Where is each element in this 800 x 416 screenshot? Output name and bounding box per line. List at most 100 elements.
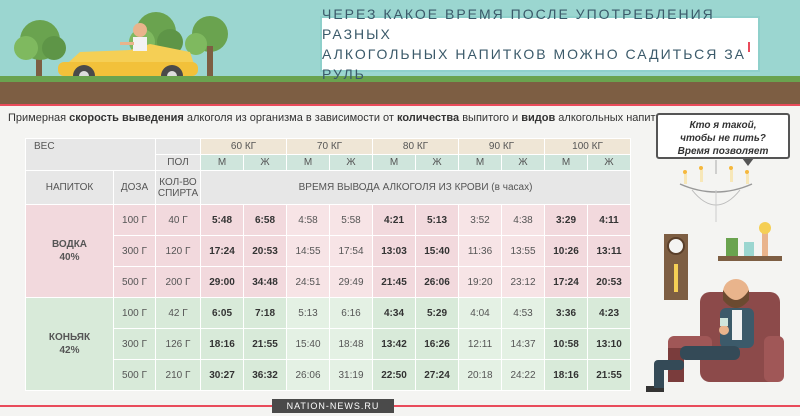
time-cell: 6:58 (243, 204, 287, 236)
spirit-header: КОЛ-ВО СПИРТА (155, 170, 201, 205)
header-divider (0, 104, 800, 106)
man-figure (646, 279, 754, 392)
sex-header: М (458, 154, 502, 171)
time-cell: 13:55 (501, 235, 545, 267)
time-cell: 23:12 (501, 266, 545, 298)
time-cell: 18:48 (329, 328, 373, 360)
time-cell: 20:18 (458, 359, 502, 391)
time-cell: 7:18 (243, 297, 287, 329)
table-row: 500 Г 210 Г 30:27 36:32 26:06 31:19 22:50 27:24… (26, 359, 632, 391)
alcohol-table: ВЕС 60 КГ 70 КГ 80 КГ 90 КГ 100 КГ ПОЛ М… (25, 138, 632, 391)
spirit-cell: 200 Г (155, 266, 201, 298)
speech-bubble: Кто я такой, чтобы не пить? Время позвол… (656, 113, 790, 166)
title-line-1: ЧЕРЕЗ КАКОЕ ВРЕМЯ ПОСЛЕ УПОТРЕБЛЕНИЯ РАЗ… (322, 6, 715, 42)
time-cell: 29:49 (329, 266, 373, 298)
drink-name: ВОДКА (51, 239, 88, 250)
sex-header: Ж (243, 154, 287, 171)
spirit-cell: 126 Г (155, 328, 201, 360)
time-cell: 4:11 (586, 204, 632, 236)
sex-header: М (200, 154, 244, 171)
time-cell: 5:58 (329, 204, 373, 236)
time-cell: 10:58 (544, 328, 588, 360)
time-cell: 13:11 (586, 235, 632, 267)
title-line-2: АЛКОГОЛЬНЫХ НАПИТКОВ МОЖНО САДИТЬСЯ ЗА Р… (322, 46, 746, 82)
time-cell: 36:32 (243, 359, 287, 391)
dose-cell: 500 Г (113, 359, 156, 391)
time-cell: 15:40 (415, 235, 459, 267)
chandelier-icon (679, 160, 753, 222)
bubble-line-1: Кто я такой, (689, 120, 757, 131)
sex-header: Ж (501, 154, 545, 171)
table-row: 300 Г 120 Г 17:24 20:53 14:55 17:54 13:03 15:40… (26, 235, 632, 267)
time-cell: 20:53 (586, 266, 632, 298)
time-cell: 17:24 (544, 266, 588, 298)
subtitle-text: алкоголя из организма в зависимости от (183, 112, 397, 124)
time-cell: 3:52 (458, 204, 502, 236)
spirit-cell: 42 Г (155, 297, 201, 329)
time-cell: 4:38 (501, 204, 545, 236)
subtitle: Примерная скорость выведения алкоголя из… (8, 112, 672, 124)
subtitle-bold: скорость выведения (69, 112, 184, 124)
time-cell: 6:16 (329, 297, 373, 329)
time-cell: 4:58 (286, 204, 330, 236)
dose-cell: 300 Г (113, 235, 156, 267)
table-row: ВОДКА 40% 100 Г 40 Г 5:48 6:58 4:58 5:58 4:21 5:1… (25, 204, 632, 298)
dose-cell: 500 Г (113, 266, 156, 298)
time-cell: 14:55 (286, 235, 330, 267)
sex-header: Ж (586, 154, 632, 171)
ground-strip (0, 82, 800, 106)
time-cell: 22:50 (372, 359, 416, 391)
time-cell: 20:53 (243, 235, 287, 267)
dose-header: ДОЗА (113, 170, 156, 205)
time-cell: 13:03 (372, 235, 416, 267)
sex-header: М (286, 154, 330, 171)
man-in-armchair-illustration (646, 160, 784, 392)
time-cell: 21:45 (372, 266, 416, 298)
time-cell: 4:04 (458, 297, 502, 329)
time-cell: 17:24 (200, 235, 244, 267)
time-cell: 24:22 (501, 359, 545, 391)
sex-header: М (372, 154, 416, 171)
drink-strength: 40% (59, 252, 80, 263)
time-cell: 13:42 (372, 328, 416, 360)
time-cell: 11:36 (458, 235, 502, 267)
sex-header: Ж (415, 154, 459, 171)
drink-name-cell: ВОДКА 40% (25, 204, 114, 298)
time-cell: 5:13 (286, 297, 330, 329)
weight-header: 90 КГ (458, 138, 545, 155)
time-cell: 21:55 (586, 359, 632, 391)
subtitle-bold: видов (521, 112, 556, 124)
bubble-line-3: Время позволяет (677, 146, 769, 157)
sex-header: Ж (329, 154, 373, 171)
time-cell: 19:20 (458, 266, 502, 298)
spirit-cell: 120 Г (155, 235, 201, 267)
time-cell: 15:40 (286, 328, 330, 360)
shelf-icon (718, 222, 782, 261)
time-cell: 4:23 (586, 297, 632, 329)
subtitle-text: Примерная (8, 112, 70, 124)
time-cell: 3:36 (544, 297, 588, 329)
time-cell: 26:06 (286, 359, 330, 391)
time-cell: 14:37 (501, 328, 545, 360)
drink-name: КОНЬЯК (48, 332, 91, 343)
time-cell: 26:06 (415, 266, 459, 298)
time-cell: 5:29 (415, 297, 459, 329)
time-cell: 4:21 (372, 204, 416, 236)
subtitle-text: выпитого и (459, 112, 522, 124)
drink-name-cell: КОНЬЯК 42% (25, 297, 114, 391)
table-row: 500 Г 200 Г 29:00 34:48 24:51 29:49 21:45 26:06… (26, 266, 632, 298)
weight-header: 80 КГ (372, 138, 459, 155)
time-cell: 5:48 (200, 204, 244, 236)
bubble-line-2: чтобы не пить? (680, 133, 766, 144)
table-row: 300 Г 126 Г 18:16 21:55 15:40 18:48 13:42 16:26… (26, 328, 632, 360)
grass-strip (0, 76, 800, 86)
time-cell: 34:48 (243, 266, 287, 298)
sex-header: М (544, 154, 588, 171)
time-cell: 4:53 (501, 297, 545, 329)
weight-header: 100 КГ (543, 138, 632, 155)
drink-header: НАПИТОК (25, 170, 114, 205)
time-cell: 17:54 (329, 235, 373, 267)
time-cell: 18:16 (544, 359, 588, 391)
time-cell: 13:10 (586, 328, 632, 360)
time-cell: 4:34 (372, 297, 416, 329)
